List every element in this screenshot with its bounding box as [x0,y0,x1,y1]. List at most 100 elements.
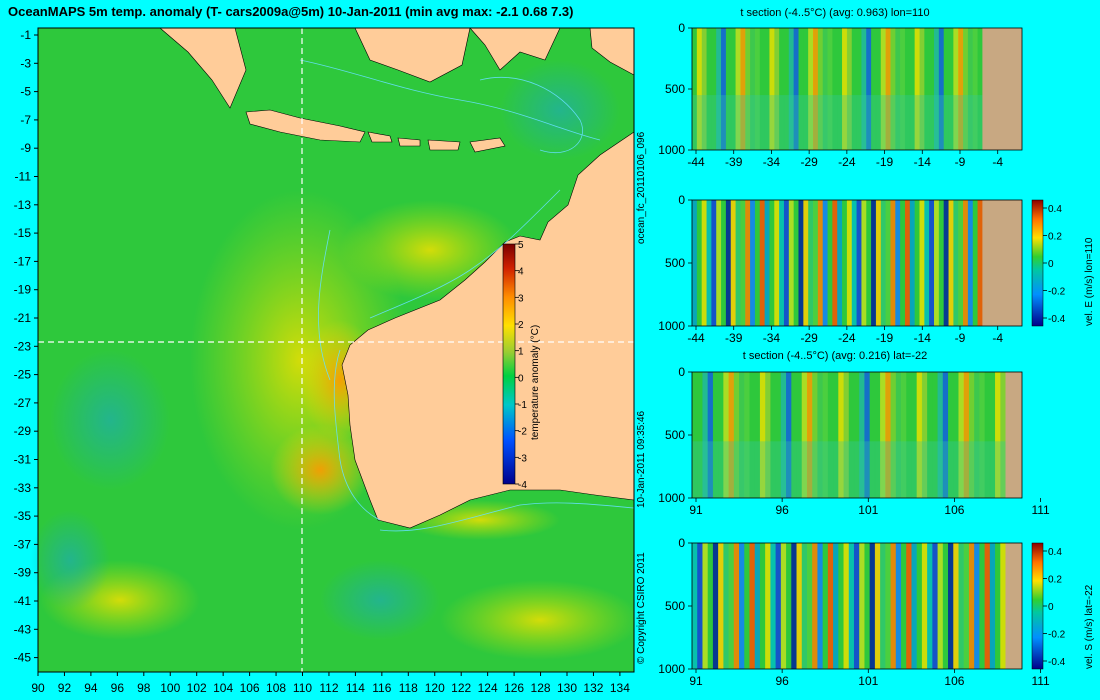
lat-tick-label: -21 [14,311,32,325]
lat-tick-label: -5 [20,85,31,99]
section-x-tick-label: 111 [1031,674,1050,688]
section-column [911,543,917,669]
lat-tick-label: -29 [14,424,32,438]
depth-tick-label: 0 [678,193,685,207]
section-column [697,372,703,498]
section-column [967,28,974,150]
lat-tick-label: -15 [14,226,32,240]
section-column [937,543,944,669]
section-column [906,543,912,669]
section-x-tick-label: -29 [800,155,818,169]
section-column [948,200,954,326]
section-column [874,543,881,669]
section-column [934,28,940,150]
colorbar-tick-label: 0 [518,373,524,384]
lon-tick-label: 134 [610,681,630,695]
section-column [880,372,886,498]
section-column [764,200,770,326]
section-column [806,372,813,498]
lat-tick-label: -27 [14,396,32,410]
section-column [984,543,991,669]
section-column [706,28,712,150]
section-column [817,28,823,150]
lon-tick-label: 124 [478,681,498,695]
velocity-colorbar-label: 0.2 [1048,575,1062,586]
section-column [780,372,787,498]
section-column [716,200,722,326]
section-column [770,543,776,669]
section-column [848,543,855,669]
section-column [833,543,839,669]
section-column [943,200,949,326]
section-x-tick-label: -9 [955,155,966,169]
section-column [712,372,719,498]
section-column [733,372,740,498]
section-column [848,372,855,498]
section-column [822,372,829,498]
section-x-tick-label: 111 [1031,503,1050,517]
section-column [963,372,970,498]
section-column [919,200,925,326]
section-column [775,372,782,498]
section-column [744,543,750,669]
section-x-tick-label: -39 [725,331,743,345]
section-column [853,543,860,669]
section-column [783,28,790,150]
latitude-axis: -1 -3 -5 -7 -9 -11 -13 -15 -17 -19 -21 -23 -25 -27 -29… [14,28,38,665]
section-column [817,372,823,498]
lon-tick-label: 102 [187,681,207,695]
section-x-tick-label: 101 [858,674,878,688]
section-column [827,372,834,498]
section-column [875,28,882,150]
section-column [871,28,877,150]
section-column [750,200,756,326]
lon-tick-label: 110 [293,681,312,695]
lon-tick-label: 120 [425,681,445,695]
section-column [803,200,809,326]
velocity-colorbar-label: -0.4 [1048,657,1066,668]
section-column [890,543,897,669]
section-column [733,543,740,669]
lat-tick-label: -33 [14,481,32,495]
section-column [696,200,702,326]
lat-tick-label: -39 [14,566,32,580]
section-x-tick-label: -44 [687,331,705,345]
section-column [735,28,741,150]
section-column [927,543,933,669]
section-1-title: t section (-4..5°C) (avg: 0.963) lon=110 [740,7,930,19]
section-column [812,372,818,498]
section-column [786,372,792,498]
lat-tick-label: -1 [20,28,31,42]
section-column [967,200,974,326]
section-column [801,372,808,498]
lat-tick-label: -41 [14,594,32,608]
section-column [769,28,775,150]
section-column [890,200,896,326]
section-column [968,372,975,498]
section-column [909,28,915,150]
section-column [750,28,756,150]
section-column [822,543,829,669]
section-column [707,372,714,498]
section-column [721,200,727,326]
section-column [716,28,722,150]
section-column [793,200,799,326]
section-column [832,200,838,326]
section-column [924,200,930,326]
section-column [786,543,792,669]
section-column [901,372,907,498]
section-column [953,543,959,669]
section-column [779,28,785,150]
section-column [843,372,850,498]
section-x-tick-label: 101 [858,503,878,517]
colorbar-tick-label: -2 [518,427,527,438]
section-column [769,200,775,326]
section-x-tick-label: -9 [955,331,966,345]
section-column [958,372,964,498]
section-column [711,28,717,150]
colorbar-tick-label: -1 [518,400,527,411]
section-column [901,543,907,669]
java-land [245,109,366,143]
section-column [869,372,876,498]
section-column [796,372,803,498]
